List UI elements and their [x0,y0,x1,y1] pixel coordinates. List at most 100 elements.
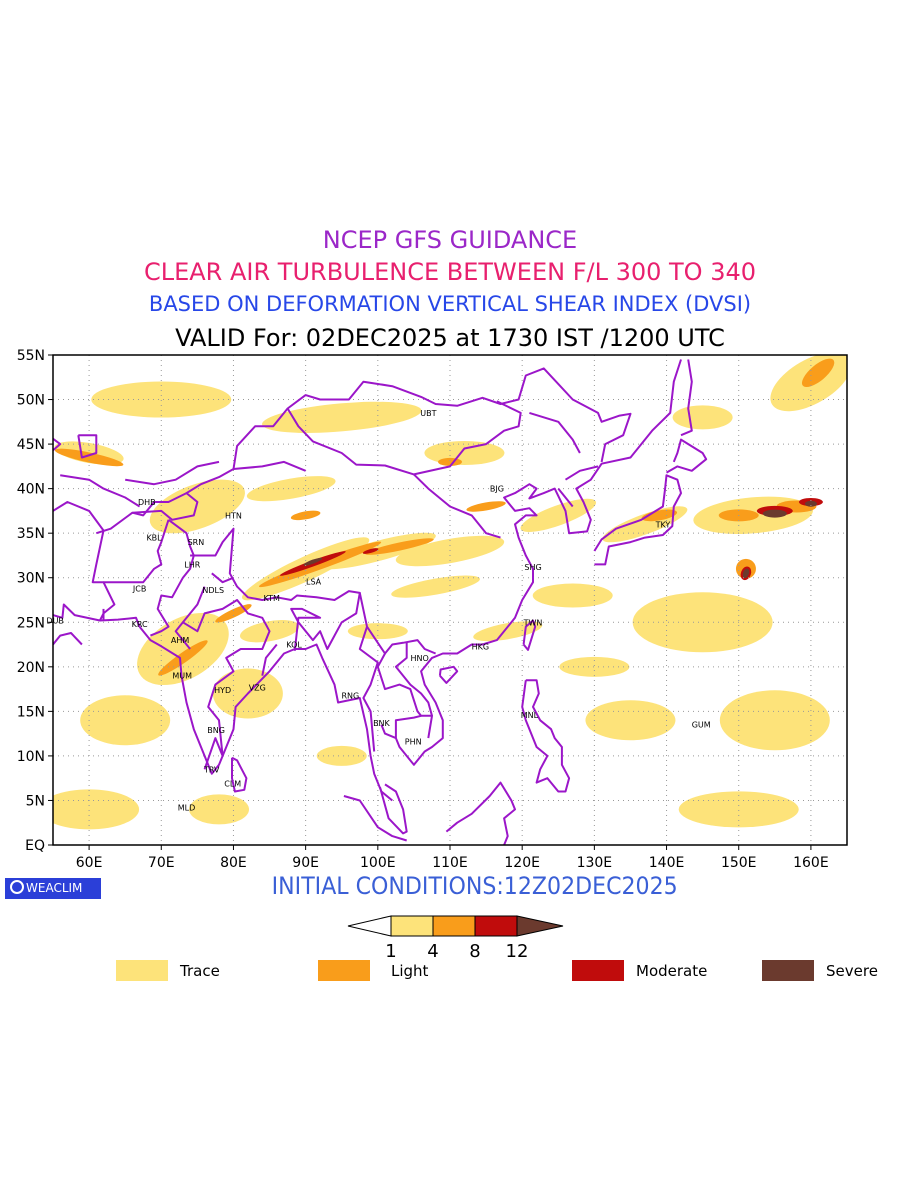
coastline-segment [413,473,501,539]
trace-area [91,381,232,418]
severe-area [762,509,787,518]
city-label: TRV [203,765,220,774]
coastline-segment [358,592,436,655]
axis-ticks [48,354,812,850]
trace-area [347,623,408,640]
trace-area [53,789,140,830]
severe-area [804,500,817,507]
city-label: TKY [655,520,671,529]
city-label: SHG [524,563,541,572]
light-area [158,640,208,676]
city-label: JCB [132,584,146,593]
trace-area [520,498,597,532]
legend-label-light: Light [391,962,429,980]
lat-label: 50N [17,393,45,409]
trace-area [559,656,630,677]
legend-swatch-severe [762,960,814,981]
coastline-segment [343,795,407,842]
light-area [801,358,835,388]
city-label: LHR [184,560,200,569]
coastline-segment [77,434,98,459]
trace-area [189,794,250,825]
lon-label: 150E [721,855,757,871]
coastline-segment [96,367,632,535]
city-label: DUB [46,616,64,625]
trace-area [316,745,367,766]
legend-label-severe: Severe [826,962,878,980]
coastline-segment [261,643,278,676]
light-area [215,604,252,623]
lon-label: 70E [148,855,175,871]
coastline-segment [593,474,682,566]
colorbar-tick-12: 12 [506,941,529,962]
light-area [258,541,382,588]
lat-label: 15N [17,704,45,720]
city-label: RNG [342,691,360,700]
coastline-segment [233,460,306,472]
title-valid-time: VALID For: 02DEC2025 at 1730 IST /1200 U… [175,324,725,352]
lon-label: 60E [76,855,103,871]
title-method: BASED ON DEFORMATION VERTICAL SHEAR INDE… [148,292,752,316]
coastline-segment [53,603,141,628]
city-label: VZG [249,683,266,692]
city-label: MUM [172,672,192,681]
trace-area [80,695,171,746]
city-label: CLM [224,780,241,789]
city-label: KOL [286,641,302,650]
weaclim-logo: WEACLIM [5,878,101,899]
coastline-segment [522,619,537,651]
city-label: HYD [214,686,231,695]
colorbar-tick-1: 1 [385,941,396,962]
lon-label: 140E [649,855,685,871]
city-label: MLD [178,804,196,813]
light-area [466,501,506,512]
coastline-segment [150,518,195,637]
lat-label: EQ [25,838,45,854]
city-label: AHM [171,636,189,645]
lat-label: 25N [17,615,45,631]
lat-label: 35N [17,526,45,542]
colorbar-moderate [474,915,518,937]
city-label: SRN [188,538,205,547]
lon-label: 80E [220,855,247,871]
coastline-segment [529,411,581,454]
colorbar-severe-arrow [516,915,564,937]
city-label: BNK [373,719,390,728]
light-area [54,448,124,467]
light-area [641,509,678,522]
legend-label-moderate: Moderate [636,962,707,980]
colorbar-tick-8: 8 [469,941,480,962]
coastline-segment [125,460,220,486]
coastline-segment [438,665,459,684]
city-label: LSA [306,577,322,586]
coastline-segment [379,783,408,835]
coastline-segment [53,437,62,452]
lat-label: 10N [17,749,45,765]
city-label: DHB [138,498,156,507]
coastline-segment [666,438,708,474]
lat-label: 30N [17,571,45,587]
coastline-segment [358,626,379,752]
trace-area [246,476,336,502]
coastline-segment [394,641,433,717]
coastline-segment [445,781,516,845]
coastline-segment [394,714,422,739]
colorbar: 1 4 8 12 [347,915,564,962]
coastline-segment [138,626,393,802]
coastline-segment [103,519,170,584]
city-label: BJG [490,485,504,494]
legend-swatch-moderate [572,960,624,981]
city-label: KRC [132,620,148,629]
lat-label: 45N [17,437,45,453]
trace-area [391,575,480,598]
city-label: HNO [411,654,429,663]
coastline-segment [182,586,206,623]
city-label: KBL [146,534,162,543]
coastline-segment [174,599,271,770]
coastline-segment [53,632,83,646]
coastline-segment [190,527,361,651]
coastline-segment [211,572,234,584]
lat-label: 55N [17,348,45,364]
coastline-segment [286,400,522,476]
